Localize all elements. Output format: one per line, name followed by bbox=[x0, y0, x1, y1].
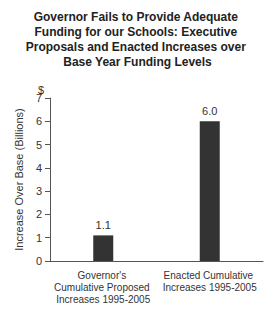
svg-text:5: 5 bbox=[36, 139, 42, 151]
svg-text:Proposals and Enacted Increase: Proposals and Enacted Increases over bbox=[26, 40, 249, 54]
svg-text:2: 2 bbox=[36, 208, 42, 220]
svg-text:Increase Over Base (Billions): Increase Over Base (Billions) bbox=[13, 108, 25, 250]
svg-text:6: 6 bbox=[36, 115, 42, 127]
svg-text:Governor's: Governor's bbox=[78, 270, 129, 281]
svg-text:1.1: 1.1 bbox=[96, 219, 111, 231]
svg-text:Base Year Funding Levels: Base Year Funding Levels bbox=[63, 55, 212, 69]
svg-text:1: 1 bbox=[36, 232, 42, 244]
svg-text:Cumulative Proposed: Cumulative Proposed bbox=[54, 282, 152, 293]
svg-text:Increases 1995-2005: Increases 1995-2005 bbox=[56, 294, 150, 305]
svg-text:6.0: 6.0 bbox=[202, 105, 217, 117]
svg-text:3: 3 bbox=[36, 185, 42, 197]
svg-text:Increases 1995-2005: Increases 1995-2005 bbox=[163, 282, 257, 293]
svg-text:7: 7 bbox=[36, 92, 42, 104]
svg-text:Funding for our Schools: Execu: Funding for our Schools: Executive bbox=[34, 25, 240, 39]
svg-text:0: 0 bbox=[36, 255, 42, 267]
svg-text:4: 4 bbox=[36, 162, 42, 174]
svg-text:Governor Fails to Provide Adeq: Governor Fails to Provide Adequate bbox=[34, 10, 242, 24]
svg-text:Enacted Cumulative: Enacted Cumulative bbox=[164, 270, 256, 281]
